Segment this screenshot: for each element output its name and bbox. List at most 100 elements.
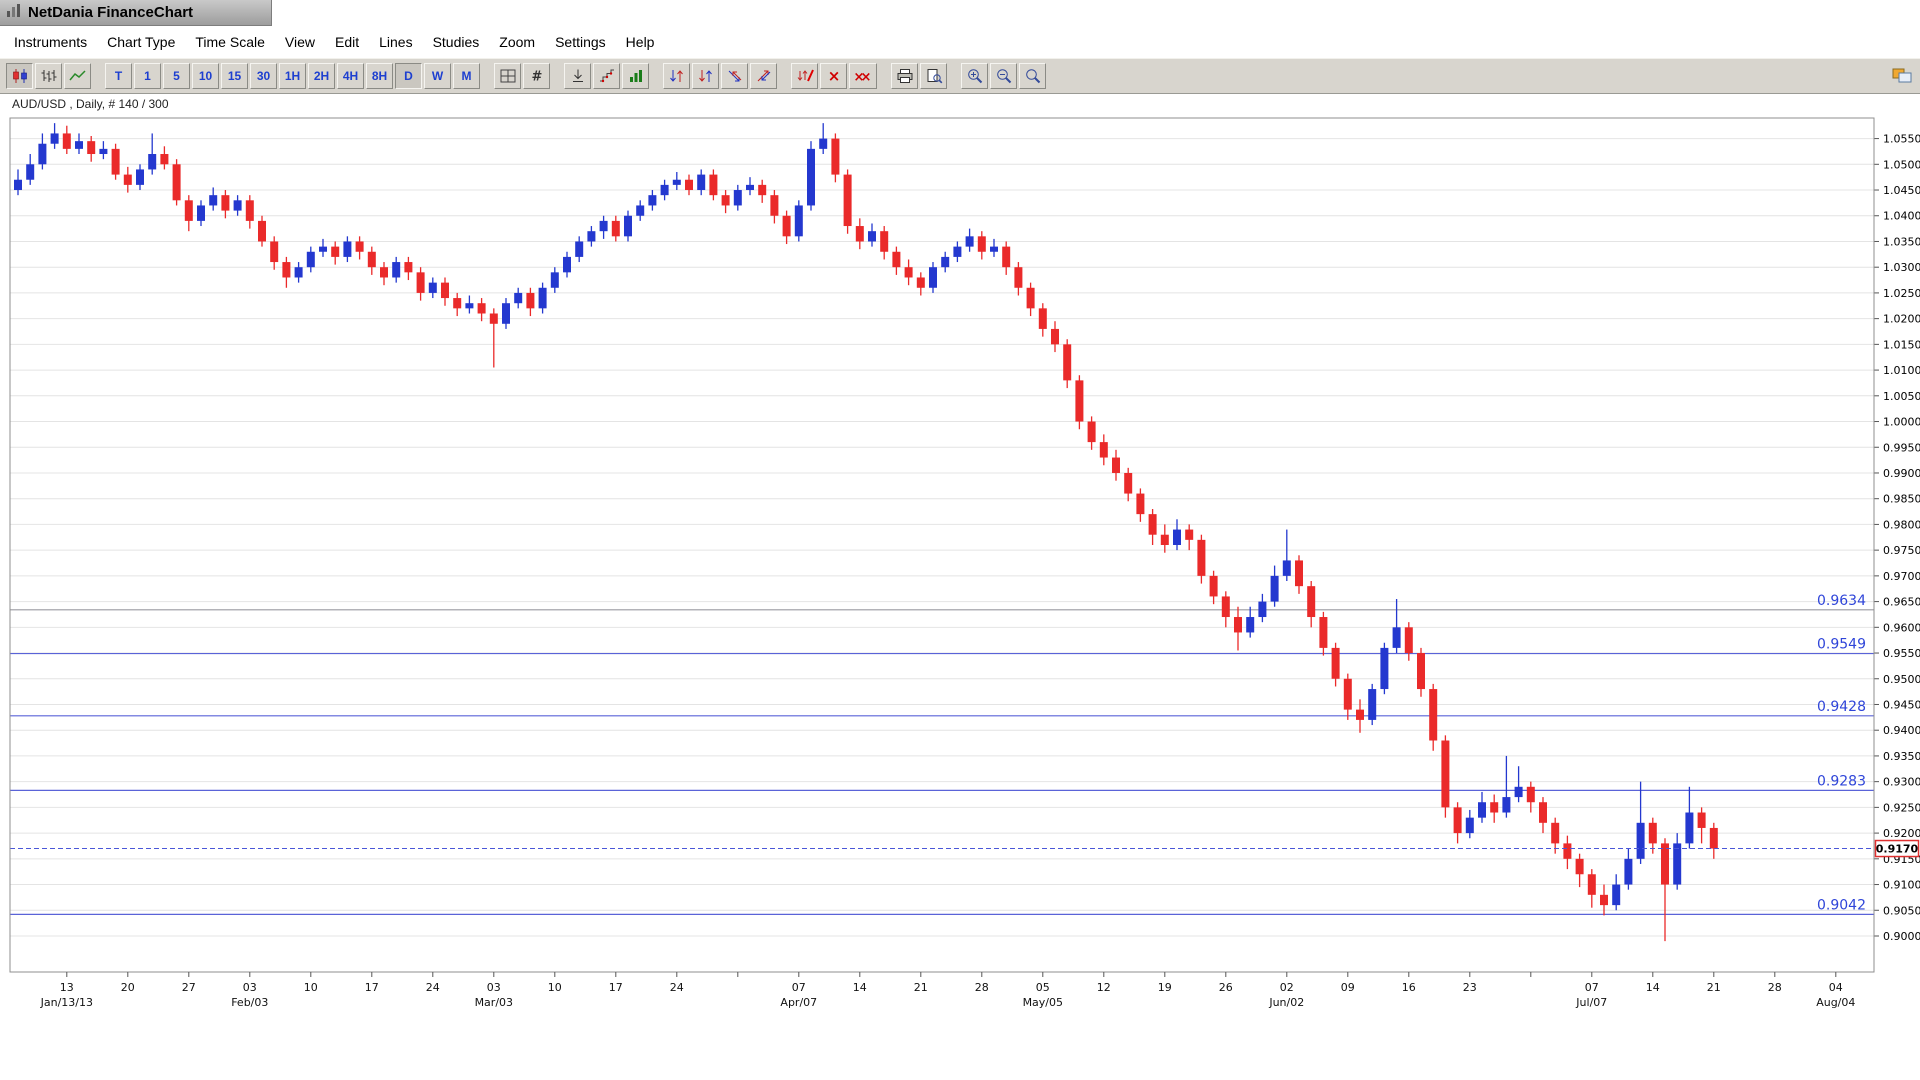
x-axis-day-label: 24 bbox=[426, 981, 440, 994]
candlestick-chart-icon[interactable] bbox=[6, 63, 33, 89]
gridlines bbox=[10, 138, 1874, 937]
svg-text:0.9050: 0.9050 bbox=[1883, 904, 1920, 917]
timeframe-8H-button[interactable]: 8H bbox=[366, 63, 393, 89]
timeframe-2H-button[interactable]: 2H bbox=[308, 63, 335, 89]
x-axis: 13 20 27 03 10 17 24 03 10 17 24 07 14 21 28 05 12 19 26 02… bbox=[40, 972, 1855, 1009]
support-lines[interactable]: 0.9634 0.9549 0.9428 0.9283 0.9042 bbox=[10, 593, 1874, 915]
x-axis-day-label: 10 bbox=[304, 981, 318, 994]
timeframe-T-button[interactable]: T bbox=[105, 63, 132, 89]
timeframe-1H-button[interactable]: 1H bbox=[279, 63, 306, 89]
zoom-in-icon[interactable] bbox=[961, 63, 988, 89]
zoom-reset-icon[interactable] bbox=[1019, 63, 1046, 89]
x-axis-day-label: 07 bbox=[792, 981, 806, 994]
menu-chart-type[interactable]: Chart Type bbox=[107, 34, 176, 50]
studies-bars-icon[interactable] bbox=[622, 63, 649, 89]
line-chart-icon[interactable] bbox=[64, 63, 91, 89]
menu-view[interactable]: View bbox=[284, 34, 315, 50]
menu-instruments[interactable]: Instruments bbox=[14, 34, 88, 50]
svg-text:0.9250: 0.9250 bbox=[1883, 801, 1920, 814]
svg-text:1.0550: 1.0550 bbox=[1883, 133, 1920, 146]
print-preview-icon[interactable] bbox=[920, 63, 947, 89]
timeframe-15-button[interactable]: 15 bbox=[221, 63, 248, 89]
hash-icon[interactable]: # bbox=[523, 63, 550, 89]
timeframe-30-button[interactable]: 30 bbox=[250, 63, 277, 89]
x-axis-day-label: 14 bbox=[1646, 981, 1660, 994]
zoom-out-icon[interactable] bbox=[990, 63, 1017, 89]
layout-icon[interactable] bbox=[1889, 62, 1915, 88]
svg-text:1.0100: 1.0100 bbox=[1883, 364, 1920, 377]
svg-text:0.9500: 0.9500 bbox=[1883, 673, 1920, 686]
arrows-icon-2[interactable] bbox=[692, 63, 719, 89]
arrows-icon-3[interactable] bbox=[721, 63, 748, 89]
x-axis-day-label: 20 bbox=[121, 981, 135, 994]
x-axis-day-label: 16 bbox=[1402, 981, 1416, 994]
app-icon bbox=[6, 2, 22, 23]
x-axis-day-label: 26 bbox=[1219, 981, 1233, 994]
grid-icon[interactable] bbox=[494, 63, 521, 89]
svg-text:0.9170: 0.9170 bbox=[1876, 843, 1919, 856]
ohlc-bars-icon[interactable] bbox=[35, 63, 62, 89]
x-axis-month-label: Aug/04 bbox=[1816, 996, 1855, 1009]
x-axis-day-label: 17 bbox=[609, 981, 623, 994]
window-title: NetDania FinanceChart bbox=[28, 4, 194, 21]
timeframe-1-button[interactable]: 1 bbox=[134, 63, 161, 89]
delete-all-icon[interactable]: × × bbox=[849, 63, 877, 89]
menu-help[interactable]: Help bbox=[625, 34, 655, 50]
menu-zoom[interactable]: Zoom bbox=[499, 34, 536, 50]
remove-arrows-icon[interactable] bbox=[791, 63, 818, 89]
x-axis-day-label: 24 bbox=[670, 981, 684, 994]
timeframe-5-button[interactable]: 5 bbox=[163, 63, 190, 89]
x-axis-day-label: 19 bbox=[1158, 981, 1172, 994]
x-axis-day-label: 03 bbox=[243, 981, 257, 994]
svg-text:1.0250: 1.0250 bbox=[1883, 287, 1920, 300]
timeframe-D-button[interactable]: D bbox=[395, 63, 422, 89]
svg-text:1.0300: 1.0300 bbox=[1883, 261, 1920, 274]
x-axis-month-label: Mar/03 bbox=[475, 996, 513, 1009]
window-titlebar[interactable]: NetDania FinanceChart bbox=[0, 0, 272, 26]
arrows-icon-1[interactable] bbox=[663, 63, 690, 89]
toolbar: T 1 5 10 15 30 1H 2H 4H 8H D W M # × × × bbox=[0, 58, 1920, 94]
timeframe-4H-button[interactable]: 4H bbox=[337, 63, 364, 89]
delete-cross-icon[interactable]: × bbox=[820, 63, 847, 89]
svg-text:1.0150: 1.0150 bbox=[1883, 338, 1920, 351]
timeframe-10-button[interactable]: 10 bbox=[192, 63, 219, 89]
steps-icon[interactable] bbox=[593, 63, 620, 89]
menu-time-scale[interactable]: Time Scale bbox=[195, 34, 265, 50]
menu-settings[interactable]: Settings bbox=[555, 34, 606, 50]
menu-studies[interactable]: Studies bbox=[432, 34, 480, 50]
svg-text:1.0200: 1.0200 bbox=[1883, 313, 1920, 326]
print-icon[interactable] bbox=[891, 63, 918, 89]
svg-text:0.9283: 0.9283 bbox=[1817, 773, 1866, 789]
svg-text:1.0050: 1.0050 bbox=[1883, 390, 1920, 403]
candlesticks bbox=[14, 123, 1718, 942]
menu-lines[interactable]: Lines bbox=[379, 34, 413, 50]
svg-text:0.9550: 0.9550 bbox=[1883, 647, 1920, 660]
x-axis-day-label: 23 bbox=[1463, 981, 1477, 994]
svg-text:0.9549: 0.9549 bbox=[1817, 637, 1866, 653]
x-axis-day-label: 04 bbox=[1829, 981, 1843, 994]
svg-text:×: × bbox=[861, 70, 872, 84]
x-axis-month-label: Jun/02 bbox=[1268, 996, 1304, 1009]
x-axis-day-label: 03 bbox=[487, 981, 501, 994]
current-price-line: 0.9170 bbox=[10, 839, 1920, 858]
menu-edit[interactable]: Edit bbox=[334, 34, 360, 50]
plot-border bbox=[9, 117, 1875, 973]
svg-text:#: # bbox=[531, 70, 542, 85]
menu-bar: Instruments Chart Type Time Scale View Edit L… bbox=[0, 26, 1920, 58]
svg-text:1.0350: 1.0350 bbox=[1883, 235, 1920, 248]
x-axis-day-label: 07 bbox=[1585, 981, 1599, 994]
marker-icon[interactable] bbox=[564, 63, 591, 89]
x-axis-day-label: 28 bbox=[975, 981, 989, 994]
svg-text:0.9634: 0.9634 bbox=[1817, 593, 1866, 609]
svg-text:0.9100: 0.9100 bbox=[1883, 879, 1920, 892]
x-axis-day-label: 21 bbox=[1707, 981, 1721, 994]
svg-text:0.9750: 0.9750 bbox=[1883, 544, 1920, 557]
x-axis-day-label: 13 bbox=[60, 981, 74, 994]
x-axis-day-label: 14 bbox=[853, 981, 867, 994]
timeframe-W-button[interactable]: W bbox=[424, 63, 451, 89]
arrows-icon-4[interactable] bbox=[750, 63, 777, 89]
timeframe-M-button[interactable]: M bbox=[453, 63, 480, 89]
svg-text:0.9350: 0.9350 bbox=[1883, 750, 1920, 763]
x-axis-day-label: 02 bbox=[1280, 981, 1294, 994]
